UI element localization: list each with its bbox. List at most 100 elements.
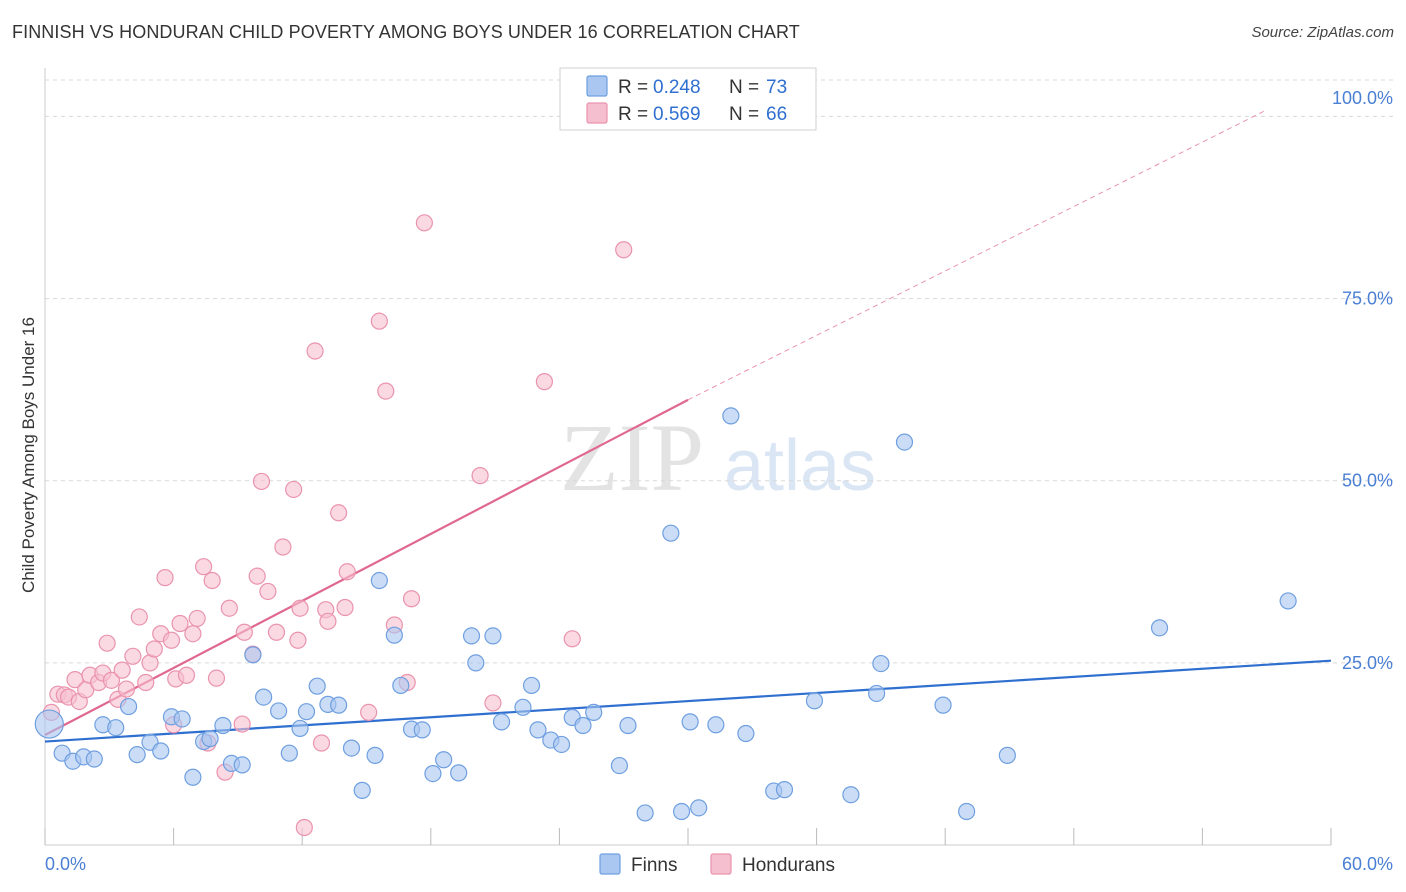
point-hondurans <box>415 214 433 232</box>
point-hondurans <box>188 609 206 628</box>
point-finns <box>385 626 403 644</box>
bottom-legend-hondurans: Hondurans <box>742 855 835 876</box>
point-finns <box>462 627 481 645</box>
point-finns <box>201 730 219 748</box>
point-hondurans <box>471 467 489 485</box>
point-hondurans <box>252 472 271 491</box>
point-finns <box>868 684 886 703</box>
point-finns <box>998 746 1016 764</box>
point-hondurans <box>145 640 163 658</box>
point-finns <box>450 764 468 782</box>
point-hondurans <box>162 631 181 649</box>
point-hondurans <box>306 342 324 360</box>
point-finns <box>392 676 410 695</box>
trend-line-finns <box>44 659 1332 743</box>
point-finns <box>610 756 629 775</box>
point-finns <box>1279 592 1297 610</box>
point-hondurans <box>117 680 136 698</box>
point-finns <box>585 703 603 722</box>
point-finns <box>214 716 232 735</box>
y-tick-label: 25.0% <box>1342 653 1393 673</box>
legend-r-value-2: 0.569 <box>653 104 701 125</box>
point-finns <box>424 764 442 783</box>
y-tick-label: 100.0% <box>1332 88 1393 108</box>
x-tick-label-max: 60.0% <box>1342 854 1393 874</box>
y-tick-label: 50.0% <box>1342 471 1393 491</box>
point-finns <box>280 744 298 762</box>
point-finns <box>467 654 485 672</box>
point-finns <box>330 696 348 714</box>
point-hondurans <box>535 373 553 391</box>
point-finns <box>895 433 914 451</box>
point-hondurans <box>233 715 251 733</box>
point-hondurans <box>291 599 309 617</box>
point-finns <box>128 746 146 764</box>
point-finns <box>308 677 326 695</box>
legend-swatch-finns <box>586 75 608 97</box>
trend-line-hondurans-extension <box>687 109 1267 401</box>
point-hondurans <box>171 614 189 633</box>
point-finns <box>255 688 273 706</box>
watermark: ZIP atlas <box>560 404 876 511</box>
point-finns <box>435 751 453 769</box>
legend-n-value-2: 66 <box>766 104 787 125</box>
point-hondurans <box>289 631 307 649</box>
point-finns <box>842 786 860 804</box>
point-finns <box>722 407 740 425</box>
point-finns <box>574 716 592 735</box>
point-finns <box>413 721 431 739</box>
point-hondurans <box>195 558 213 576</box>
point-hondurans <box>124 647 142 665</box>
point-finns <box>737 724 755 743</box>
point-hondurans <box>360 703 378 722</box>
point-hondurans <box>312 734 331 752</box>
point-hondurans <box>259 582 277 601</box>
point-hondurans <box>207 669 226 687</box>
point-finns <box>107 719 125 737</box>
point-finns <box>484 627 502 645</box>
point-finns <box>34 709 64 739</box>
point-hondurans <box>137 673 155 692</box>
bottom-legend-swatch-hondurans <box>710 853 732 875</box>
point-finns <box>672 802 691 821</box>
point-hondurans <box>615 241 633 259</box>
source-label: Source: ZipAtlas.com <box>1251 24 1394 41</box>
point-hondurans <box>235 623 253 641</box>
point-hondurans <box>248 567 266 585</box>
point-hondurans <box>330 504 348 522</box>
point-hondurans <box>402 590 421 608</box>
y-tick-labels: 25.0% 50.0% 75.0% 100.0% <box>1332 88 1393 673</box>
point-finns <box>681 713 699 731</box>
point-finns <box>529 721 547 739</box>
point-finns <box>872 654 890 673</box>
legend-n-value-1: 73 <box>766 77 787 98</box>
point-hondurans <box>98 634 116 652</box>
point-hondurans <box>295 818 313 837</box>
legend-n-label-1: N = <box>729 77 759 98</box>
legend-r-label-1: R = <box>618 77 648 98</box>
point-finns <box>492 713 511 731</box>
data-points <box>34 214 1297 837</box>
legend-r-label-2: R = <box>618 104 648 125</box>
point-finns <box>805 692 824 710</box>
legend-swatch-hondurans <box>586 102 608 124</box>
point-hondurans <box>220 599 238 617</box>
x-tick-label-min: 0.0% <box>45 854 86 874</box>
point-hondurans <box>319 612 337 630</box>
watermark-atlas: atlas <box>724 426 876 506</box>
correlation-legend: R = 0.248 N = 73 R = 0.569 N = 66 <box>559 67 817 131</box>
point-finns <box>85 750 103 768</box>
point-hondurans <box>563 630 581 648</box>
point-hondurans <box>267 623 286 641</box>
point-finns <box>636 804 654 822</box>
point-finns <box>662 524 680 542</box>
point-finns <box>514 698 532 716</box>
point-finns <box>934 696 952 714</box>
point-hondurans <box>336 598 354 617</box>
point-finns <box>690 799 708 817</box>
chart-title: FINNISH VS HONDURAN CHILD POVERTY AMONG … <box>12 22 800 42</box>
series-legend: Finns Hondurans <box>599 853 835 876</box>
point-hondurans <box>102 671 121 689</box>
point-finns <box>297 703 316 721</box>
